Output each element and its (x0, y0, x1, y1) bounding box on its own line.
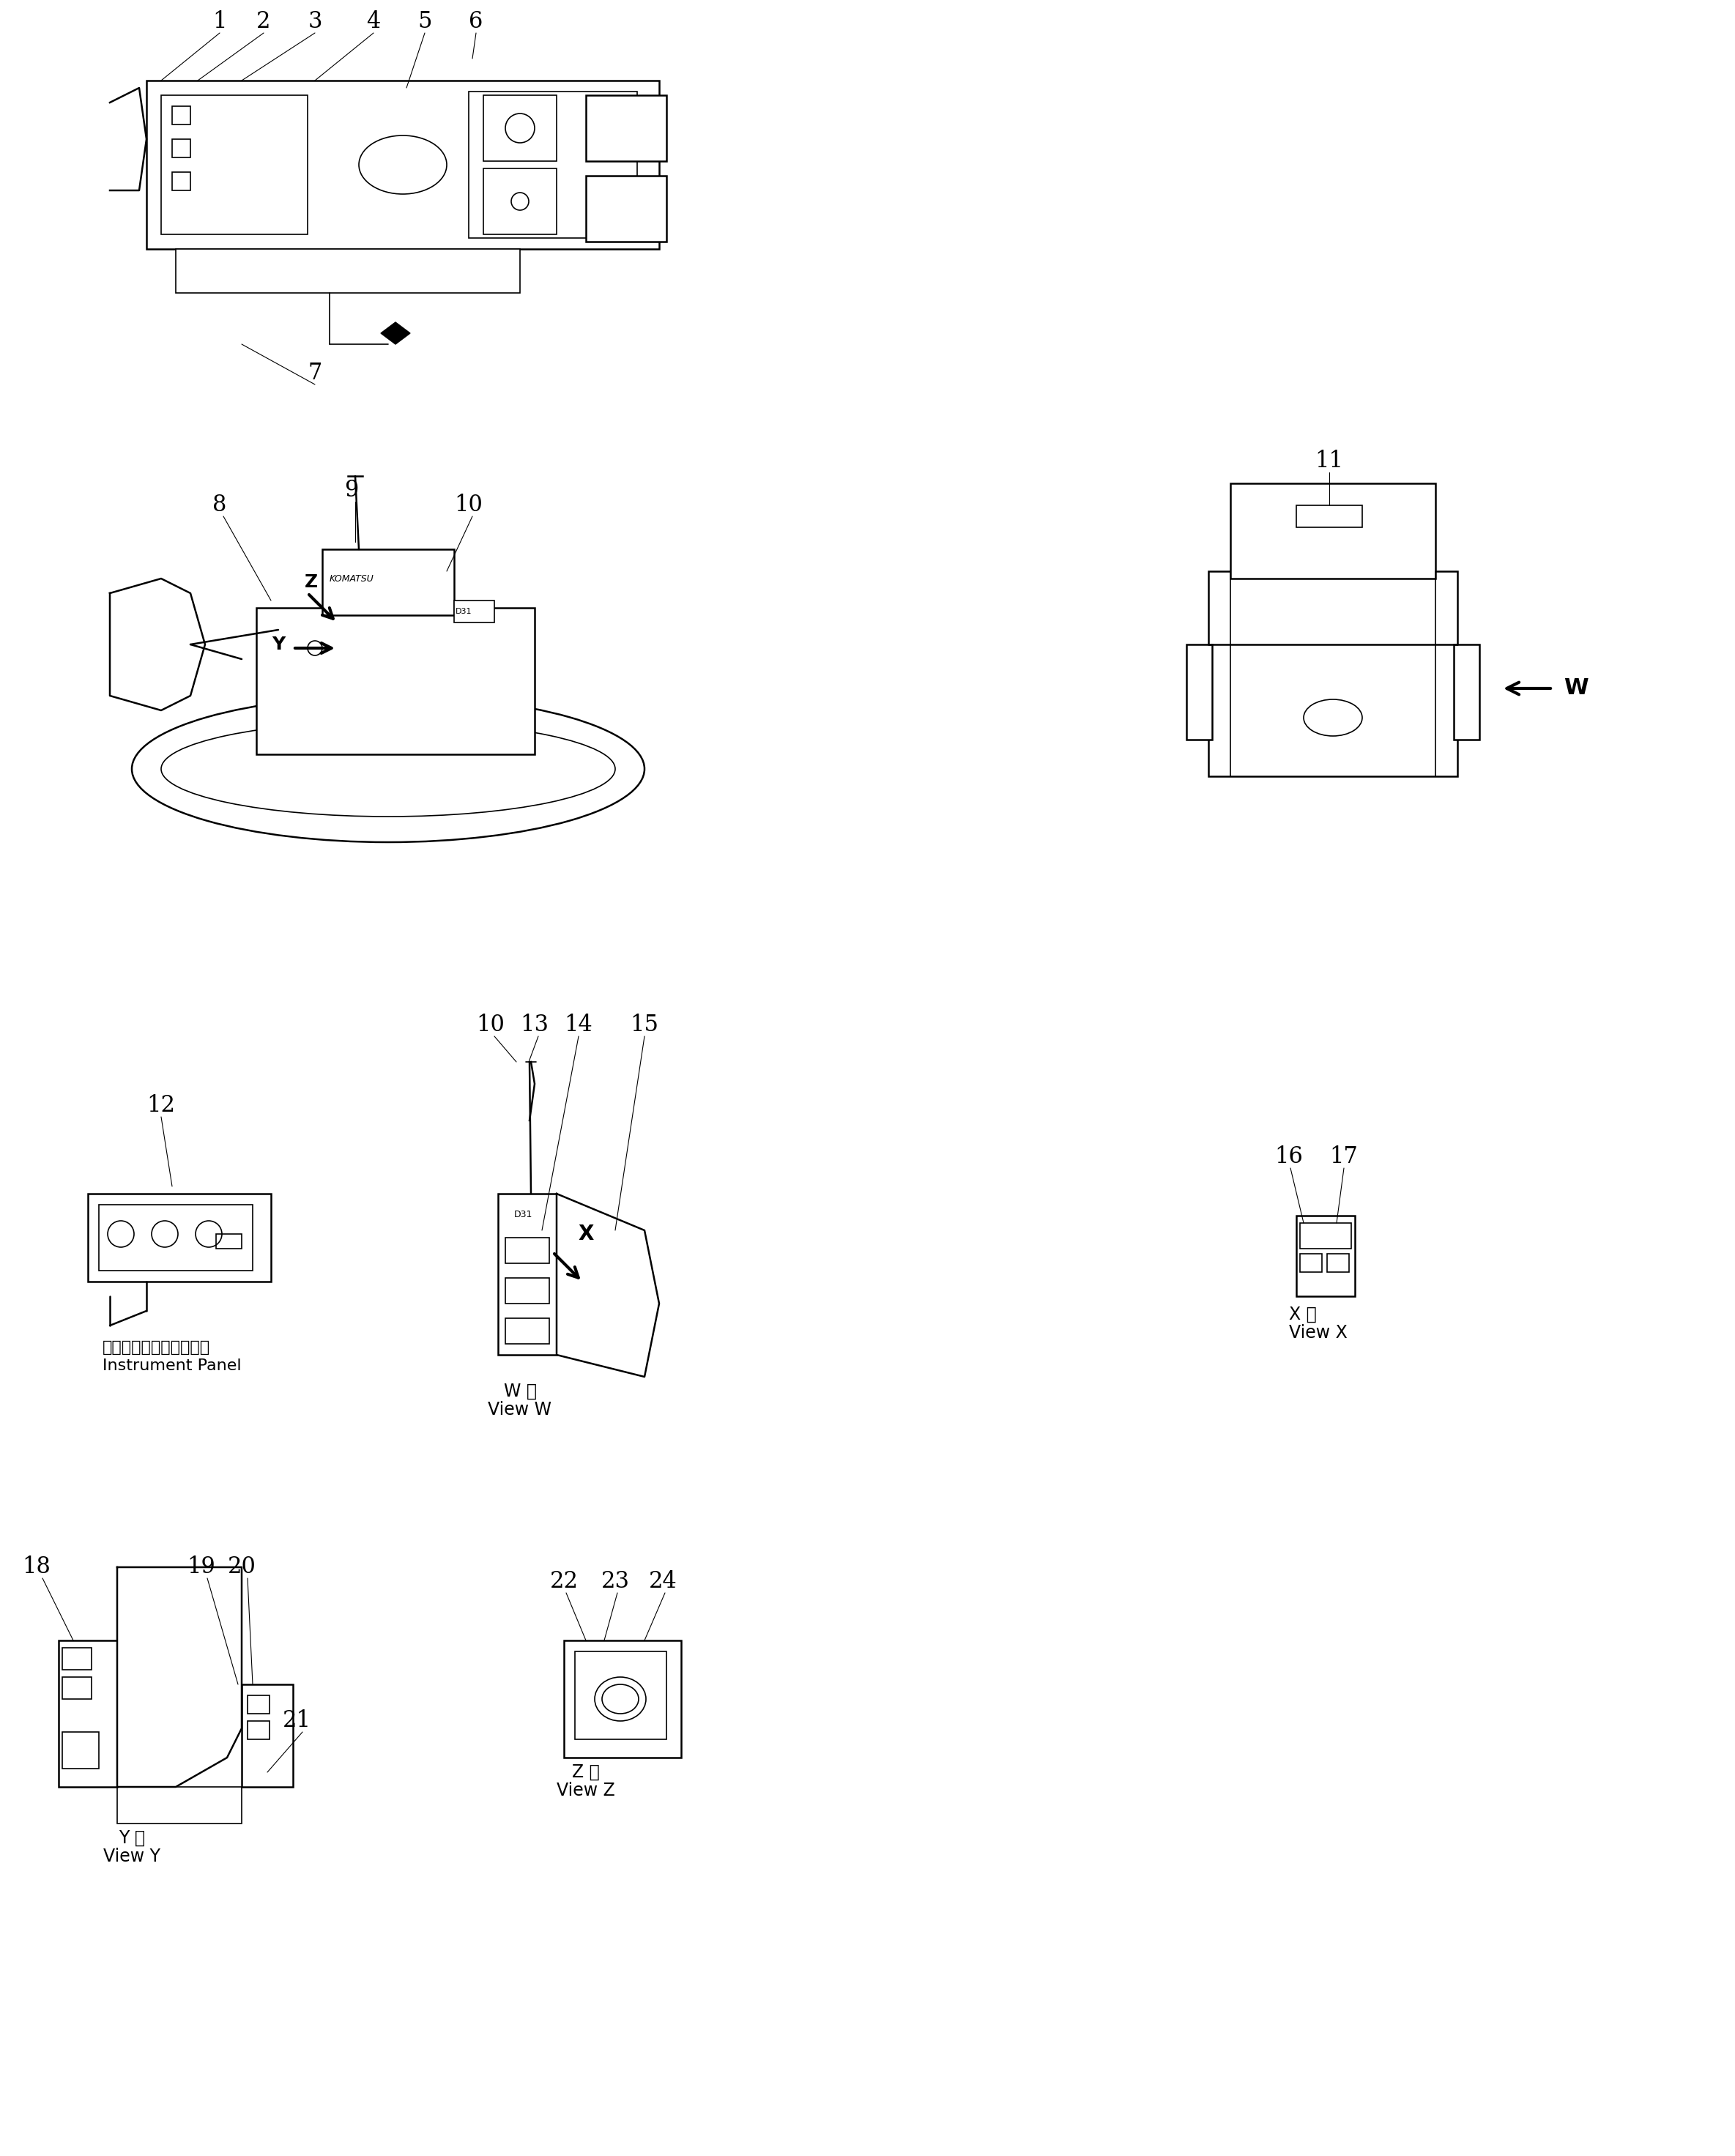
Text: 17: 17 (1329, 1145, 1359, 1169)
Text: 21: 21 (283, 1710, 311, 1731)
Text: Z 視: Z 視 (573, 1764, 600, 1781)
Text: 7: 7 (307, 362, 323, 384)
Text: 2: 2 (257, 11, 271, 32)
Bar (505, 1238, 550, 1263)
Bar (172, 106, 191, 125)
Bar (574, 1651, 666, 1740)
Bar (88, 1194, 271, 1281)
Bar (1454, 645, 1480, 740)
Text: 4: 4 (366, 11, 380, 32)
Text: 12: 12 (147, 1095, 175, 1117)
Bar (498, 1194, 557, 1354)
Text: 19: 19 (187, 1557, 215, 1578)
Bar (1208, 571, 1457, 776)
Text: 10: 10 (455, 494, 482, 517)
Text: 14: 14 (564, 1013, 593, 1037)
Polygon shape (109, 578, 205, 709)
Bar (62, 1647, 92, 1669)
Text: 20: 20 (227, 1557, 257, 1578)
Text: 23: 23 (600, 1570, 630, 1593)
Bar (257, 608, 534, 755)
Text: View W: View W (488, 1401, 552, 1419)
Text: 9: 9 (345, 479, 359, 502)
Bar (1296, 505, 1362, 528)
Text: Instrument Panel: Instrument Panel (102, 1358, 241, 1373)
Text: 11: 11 (1315, 451, 1343, 472)
Polygon shape (382, 321, 409, 345)
Polygon shape (109, 88, 146, 190)
Ellipse shape (161, 722, 616, 817)
Bar (505, 1317, 550, 1343)
Text: 13: 13 (520, 1013, 548, 1037)
Text: X 視: X 視 (1289, 1307, 1317, 1324)
Bar (505, 1279, 550, 1304)
Text: Z: Z (305, 573, 318, 591)
Bar (484, 168, 557, 235)
Bar (455, 602, 494, 623)
Bar (59, 1641, 118, 1787)
Text: View X: View X (1289, 1324, 1348, 1341)
Text: 24: 24 (649, 1570, 677, 1593)
Text: 18: 18 (23, 1557, 50, 1578)
Bar (564, 1641, 682, 1757)
Text: X: X (578, 1225, 593, 1244)
Text: Y: Y (272, 636, 285, 653)
Text: D31: D31 (514, 1210, 533, 1218)
Bar (118, 1787, 241, 1824)
Bar (1230, 483, 1435, 578)
Bar (172, 140, 191, 157)
Text: 6: 6 (468, 11, 482, 32)
Ellipse shape (1303, 699, 1362, 735)
Polygon shape (557, 1194, 659, 1378)
Ellipse shape (602, 1684, 638, 1714)
Bar (1300, 1255, 1322, 1272)
Bar (62, 1731, 99, 1768)
Bar (468, 91, 637, 237)
Ellipse shape (359, 136, 446, 194)
Bar (512, 1201, 564, 1227)
Bar (586, 95, 666, 162)
Bar (586, 177, 666, 241)
Bar (1187, 645, 1213, 740)
Text: 1: 1 (213, 11, 227, 32)
Text: Y 視: Y 視 (118, 1830, 146, 1848)
Text: KOMATSU: KOMATSU (330, 573, 375, 584)
Text: 22: 22 (550, 1570, 578, 1593)
Bar (99, 1205, 253, 1270)
Text: 8: 8 (213, 494, 227, 517)
Text: インスツルメントパネル: インスツルメントパネル (102, 1341, 210, 1354)
Bar (323, 550, 455, 614)
Text: W 視: W 視 (503, 1382, 536, 1399)
Text: 15: 15 (630, 1013, 659, 1037)
Text: W: W (1563, 677, 1588, 699)
Bar (1327, 1255, 1350, 1272)
Bar (248, 1695, 269, 1714)
Bar (62, 1677, 92, 1699)
Bar (217, 1233, 241, 1248)
Text: View Z: View Z (557, 1781, 616, 1800)
Text: 3: 3 (307, 11, 323, 32)
Text: 5: 5 (418, 11, 432, 32)
Text: 10: 10 (477, 1013, 505, 1037)
Bar (172, 172, 191, 190)
Bar (161, 95, 307, 235)
Ellipse shape (132, 696, 644, 843)
Ellipse shape (595, 1677, 645, 1720)
Polygon shape (118, 1567, 241, 1787)
Bar (1296, 1216, 1355, 1296)
Bar (175, 248, 520, 293)
Bar (241, 1684, 293, 1787)
Bar (146, 80, 659, 248)
Bar (248, 1720, 269, 1740)
Text: 16: 16 (1275, 1145, 1303, 1169)
Bar (1300, 1222, 1352, 1248)
Text: View Y: View Y (104, 1848, 160, 1865)
Bar (484, 95, 557, 162)
Text: D31: D31 (456, 608, 472, 614)
